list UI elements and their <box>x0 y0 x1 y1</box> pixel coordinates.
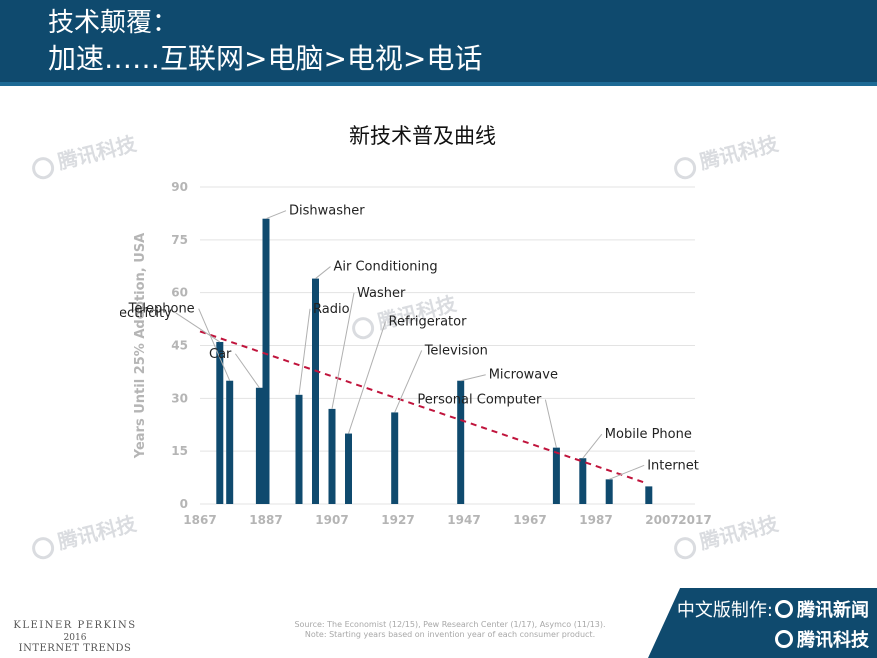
kp-report: INTERNET TRENDS <box>18 643 132 654</box>
leader-line <box>234 353 260 389</box>
leader-line <box>265 210 287 220</box>
brand-news-line: 中文版制作: 腾讯新闻 <box>677 596 869 622</box>
source-line: Source: The Economist (12/15), Pew Resea… <box>294 620 606 629</box>
y-tick-label: 30 <box>171 391 188 405</box>
bar <box>391 412 399 504</box>
data-label: Telephone <box>128 302 195 317</box>
x-tick-label: 1887 <box>249 513 282 527</box>
brand-tech-line: 腾讯科技 <box>773 626 869 652</box>
source-note: Source: The Economist (12/15), Pew Resea… <box>250 620 650 640</box>
bar <box>216 341 224 504</box>
tencent-logo-icon <box>775 600 793 618</box>
brand-news: 腾讯新闻 <box>797 600 869 621</box>
slide-title: 技术颠覆： <box>48 8 179 38</box>
leader-line <box>348 321 386 434</box>
y-axis-label: Years Until 25% Adoption, USA <box>133 233 148 460</box>
bar <box>295 394 303 504</box>
bar <box>345 433 352 504</box>
bar <box>605 479 613 504</box>
data-label: Car <box>209 347 232 362</box>
leader-line <box>331 292 355 409</box>
bar <box>255 387 263 504</box>
data-label: Microwave <box>489 368 558 383</box>
data-label: Refrigerator <box>389 315 468 330</box>
leader-line <box>315 266 331 279</box>
trendline <box>199 330 646 484</box>
x-tick-label: 1907 <box>315 513 348 527</box>
bar <box>328 408 336 504</box>
bar <box>262 218 270 504</box>
leader-line <box>460 374 486 382</box>
data-label: Radio <box>313 302 350 317</box>
kp-logo: KLEINER PERKINS 2016 INTERNET TRENDS <box>10 620 140 654</box>
y-tick-label: 75 <box>171 233 188 247</box>
leader-line <box>544 399 557 448</box>
x-tick-label: 1867 <box>183 513 216 527</box>
bar <box>226 380 234 504</box>
leader-line <box>394 350 423 413</box>
y-tick-label: 15 <box>171 444 188 458</box>
leader-line <box>609 464 645 480</box>
data-label: Washer <box>357 286 406 301</box>
x-tick-label: 1947 <box>447 513 480 527</box>
note-line: Note: Starting years based on invention … <box>304 630 596 639</box>
y-tick-label: 60 <box>171 286 188 300</box>
data-label: Dishwasher <box>289 204 365 219</box>
leader-line <box>582 433 603 459</box>
header-bar: 技术颠覆： 加速……互联网>电脑>电视>电话 <box>0 0 877 82</box>
adoption-chart: 0 15 30 45 60 75 90 1867 1887 1907 1927 1947 1967 198… <box>120 180 712 527</box>
brand-panel: 中文版制作: 腾讯新闻 腾讯科技 <box>648 588 877 658</box>
bar <box>645 486 653 504</box>
header-divider <box>0 82 877 86</box>
bar <box>552 447 560 504</box>
brand-tech: 腾讯科技 <box>797 630 869 651</box>
y-tick-label: 0 <box>180 497 188 511</box>
x-tick-label: 2007 <box>645 513 678 527</box>
y-tick-label: 90 <box>171 180 188 194</box>
y-tick-label: 45 <box>171 339 188 353</box>
x-tick-label: 1967 <box>513 513 546 527</box>
leader-line <box>298 308 311 395</box>
slide-subtitle: 加速……互联网>电脑>电视>电话 <box>48 42 483 75</box>
x-tick-label: 2017 <box>678 513 711 527</box>
x-tick-label: 1927 <box>381 513 414 527</box>
bar <box>312 278 319 504</box>
chart-title: 新技术普及曲线 <box>349 124 496 148</box>
kp-year: 2016 <box>63 633 87 643</box>
tencent-logo-icon <box>775 630 793 648</box>
data-label: Internet <box>647 458 699 473</box>
kp-name: KLEINER PERKINS <box>13 620 137 631</box>
leader-line <box>198 308 231 381</box>
bar <box>579 458 587 504</box>
bar <box>457 380 465 504</box>
data-label: Electricity <box>120 306 172 321</box>
data-label: Air Conditioning <box>334 260 438 275</box>
data-label: Mobile Phone <box>605 427 692 442</box>
data-label: Television <box>424 343 488 358</box>
brand-prefix: 中文版制作: <box>676 600 773 621</box>
tencent-logo-icon <box>29 534 57 562</box>
x-tick-label: 1987 <box>579 513 612 527</box>
leader-line <box>175 312 221 343</box>
tencent-logo-icon <box>29 154 57 182</box>
data-label: Personal Computer <box>417 393 542 408</box>
